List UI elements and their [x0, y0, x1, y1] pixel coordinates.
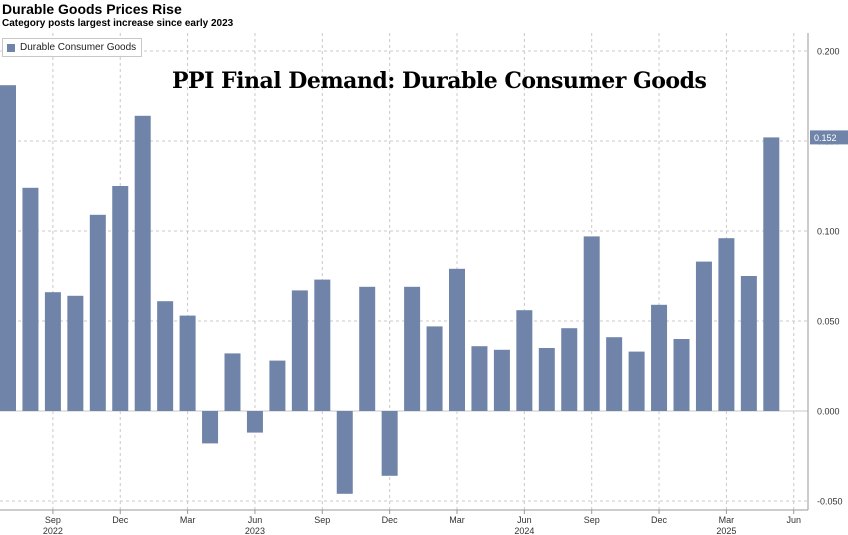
x-tick-label: Mar [449, 515, 465, 525]
bar [381, 411, 398, 476]
x-tick-label: Sep [314, 515, 330, 525]
y-tick-label: 0.050 [817, 317, 840, 327]
x-tick-label: Mar [719, 515, 735, 525]
x-year-label: 2024 [514, 526, 534, 535]
bar [583, 236, 600, 411]
bar [695, 261, 712, 411]
bar [673, 339, 690, 411]
bar [291, 290, 308, 411]
bar [89, 214, 106, 411]
bar [157, 301, 174, 411]
overlay-title: PPI Final Demand: Durable Consumer Goods [172, 68, 707, 94]
bar [269, 360, 286, 411]
last-value-label: 0.152 [814, 133, 837, 143]
y-tick-label: -0.050 [817, 497, 843, 507]
bar [314, 279, 331, 411]
x-year-label: 2022 [43, 526, 63, 535]
x-tick-label: Sep [584, 515, 600, 525]
chart-subtitle: Category posts largest increase since ea… [2, 18, 234, 29]
x-tick-label: Mar [180, 515, 196, 525]
x-tick-label: Dec [382, 515, 399, 525]
bar [538, 348, 555, 411]
bar [44, 292, 61, 411]
x-tick-label: Dec [112, 515, 129, 525]
bar [224, 353, 241, 411]
x-year-label: 2023 [245, 526, 265, 535]
bar [763, 137, 780, 411]
bar [67, 295, 84, 411]
bar [179, 315, 196, 411]
x-tick-label: Dec [651, 515, 668, 525]
bar [516, 310, 533, 411]
bar [22, 187, 39, 411]
legend-label: Durable Consumer Goods [20, 42, 137, 53]
x-tick-label: Jun [786, 515, 801, 525]
bar [404, 286, 421, 411]
bar [493, 349, 510, 411]
x-tick-label: Jun [248, 515, 263, 525]
legend-swatch [7, 43, 15, 52]
x-year-label: 2025 [716, 526, 736, 535]
y-tick-label: 0.100 [817, 227, 840, 237]
bar [134, 115, 151, 412]
bar [112, 186, 129, 411]
bar [606, 337, 623, 411]
bar [0, 85, 16, 411]
x-tick-label: Sep [45, 515, 61, 525]
last-value-badge [810, 130, 848, 145]
bar [651, 304, 668, 411]
bar [471, 346, 488, 411]
bar [561, 328, 578, 411]
bar [740, 276, 757, 411]
bar [718, 238, 735, 411]
bar [426, 326, 443, 411]
y-tick-label: 0.200 [817, 47, 840, 57]
chart-title: Durable Goods Prices Rise [2, 1, 182, 17]
bar [246, 411, 263, 433]
y-tick-label: 0.000 [817, 407, 840, 417]
x-tick-label: Jun [517, 515, 532, 525]
bar [336, 411, 353, 494]
chart-legend: Durable Consumer Goods [2, 38, 143, 57]
bar [202, 411, 219, 444]
bar [628, 351, 645, 411]
bar [359, 286, 376, 411]
bar [449, 268, 465, 411]
